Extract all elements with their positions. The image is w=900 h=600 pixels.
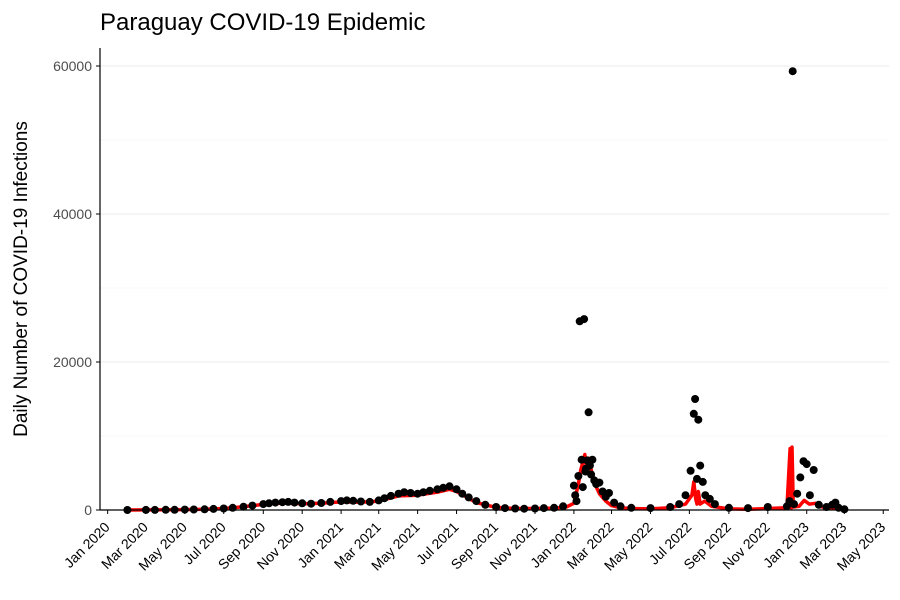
data-point (239, 502, 248, 511)
data-point (452, 485, 461, 494)
data-point (349, 496, 358, 505)
data-point (559, 502, 568, 511)
data-point (802, 460, 811, 469)
data-point (380, 494, 389, 503)
data-point (290, 498, 299, 507)
data-point (307, 499, 316, 508)
data-point (796, 473, 805, 482)
data-point (425, 486, 434, 495)
data-point (458, 489, 467, 498)
data-point (616, 502, 625, 511)
data-point (326, 497, 335, 506)
data-point (744, 504, 752, 513)
data-point (406, 489, 415, 497)
data-point (271, 498, 280, 507)
y-tick-label: 20000 (53, 354, 92, 370)
data-point (675, 500, 684, 509)
data-point (705, 494, 714, 503)
data-point (788, 67, 797, 76)
data-point (472, 497, 481, 506)
data-point (342, 496, 351, 505)
data-point (481, 500, 490, 509)
data-point (445, 482, 454, 491)
data-point (790, 500, 798, 509)
data-point (587, 470, 596, 479)
data-point (439, 483, 448, 492)
y-axis-ticks: 0 20000 40000 60000 (53, 58, 100, 518)
data-point (805, 491, 814, 500)
data-point (317, 499, 326, 507)
chart-title: Paraguay COVID-19 Epidemic (100, 9, 425, 36)
data-point (681, 491, 690, 500)
data-point (569, 481, 578, 490)
y-tick-label: 0 (84, 502, 92, 518)
data-point (356, 497, 365, 506)
data-point (686, 466, 695, 475)
data-point (572, 497, 581, 506)
data-point (209, 504, 218, 513)
black-series-points (123, 67, 849, 514)
data-point (689, 409, 698, 418)
data-point (539, 504, 548, 513)
y-tick-label: 60000 (53, 58, 92, 74)
data-point (200, 505, 209, 514)
grid-lines (100, 65, 889, 511)
data-point (666, 503, 675, 511)
data-point (595, 478, 604, 487)
data-point (605, 489, 613, 497)
data-point (814, 500, 823, 509)
data-point (265, 499, 273, 508)
data-point (809, 466, 818, 474)
data-point (248, 501, 257, 510)
data-point (793, 489, 802, 498)
y-axis-label: Daily Number of COVID-19 Infections (11, 121, 32, 437)
data-point (691, 395, 700, 403)
data-point (840, 505, 849, 514)
data-point (610, 498, 619, 507)
data-point (492, 503, 501, 511)
y-tick-label: 40000 (53, 206, 92, 222)
data-point (694, 415, 703, 424)
data-point (419, 488, 428, 497)
data-point (520, 504, 529, 513)
red-series-line (127, 445, 845, 512)
data-point (588, 455, 597, 464)
data-point (710, 500, 719, 509)
data-point (501, 504, 509, 513)
data-point (584, 408, 593, 417)
data-point (696, 461, 705, 470)
data-point (574, 472, 583, 480)
data-point (284, 497, 293, 506)
data-point (278, 498, 287, 507)
data-point (763, 503, 772, 511)
data-point (511, 504, 520, 513)
data-point (365, 497, 374, 506)
data-point (578, 483, 587, 492)
data-point (298, 499, 307, 508)
data-point (400, 488, 409, 497)
data-point (386, 491, 395, 500)
data-point (698, 477, 707, 486)
data-point (464, 493, 473, 502)
red-series-line-group (127, 445, 845, 512)
data-point (580, 315, 589, 324)
